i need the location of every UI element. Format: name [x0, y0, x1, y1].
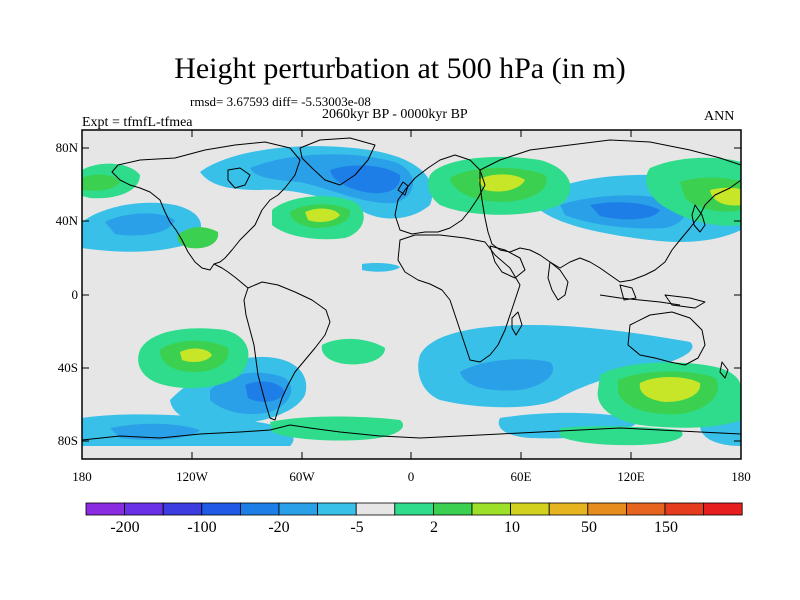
colorbar-swatch [664, 502, 704, 516]
colorbar-swatch [510, 502, 550, 516]
colorbar-swatch [317, 502, 357, 516]
neg-contour-n-asia-core [590, 202, 660, 220]
colorbar-label: -5 [350, 519, 364, 536]
lon-label-120e: 120E [617, 469, 645, 484]
coastline-new-zealand [719, 361, 729, 379]
colorbar-swatch [394, 502, 434, 516]
lat-label-40s: 40S [57, 360, 78, 375]
pos-contour-ne-pacific-core [710, 187, 741, 206]
colorbar-label: 2 [430, 519, 438, 536]
pos-contour-nw-pacific-core [82, 174, 120, 191]
coastline-south-america [243, 281, 331, 421]
coastline-australia [627, 311, 706, 366]
colorbar-swatch [587, 502, 627, 516]
neg-contour-n-atlantic-core [330, 165, 401, 194]
colorbar-swatch [201, 502, 241, 516]
colorbar-label: -200 [110, 519, 140, 536]
coastline-borneo [619, 284, 637, 301]
pos-contour-southern-ocean [560, 426, 683, 446]
lat-label-80s: 80S [57, 433, 78, 448]
lon-label-180w: 180 [72, 469, 92, 484]
pos-contour-eurasia-core [478, 174, 525, 192]
lon-label-0: 0 [407, 469, 415, 484]
rmsd-stats: rmsd= 3.67593 diff= -5.53003e-08 [190, 94, 371, 109]
coastline-north-america [111, 141, 301, 271]
axis-ticks [81, 130, 742, 459]
coastline-madagascar [511, 311, 523, 336]
season-label: ANN [704, 109, 735, 124]
pos-contour-w-atlantic-core [305, 208, 340, 223]
coastline-new-guinea [664, 294, 706, 309]
colorbar-swatch [703, 502, 743, 516]
lat-label-0: 0 [71, 287, 79, 302]
time-period: 2060kyr BP - 0000kyr BP [322, 107, 468, 122]
colorbar-swatch [471, 502, 511, 516]
neg-contour-s-atlantic-core [245, 381, 285, 402]
lat-label-40n: 40N [55, 213, 78, 228]
pos-contour-n-america [177, 227, 219, 249]
experiment-label: Expt = tfmfL-tfmea [82, 115, 193, 130]
colorbar [85, 502, 743, 516]
lon-label-180e: 180 [731, 469, 751, 484]
coastline-central-america [213, 263, 249, 289]
colorbar-swatch [278, 502, 318, 516]
colorbar-swatch [548, 502, 589, 516]
coastline-japan [691, 204, 706, 233]
colorbar-swatch [85, 502, 125, 516]
coastline-africa [397, 234, 521, 363]
lon-label-60w: 60W [289, 469, 315, 484]
colorbar-label: 50 [581, 519, 597, 536]
lat-label-80n: 80N [55, 140, 78, 155]
colorbar-label: -20 [268, 519, 290, 536]
neg-contour-tropical-atlantic [362, 263, 400, 272]
coastline-arabia [489, 245, 526, 279]
colorbar-swatch [626, 502, 666, 516]
coastline-asia [479, 139, 741, 283]
pos-contour-s-atlantic [321, 338, 385, 365]
lon-label-60e: 60E [510, 469, 532, 484]
colorbar-swatch [355, 502, 396, 516]
neg-contour-indian-ocean-core [460, 359, 554, 391]
pos-contour-s-indian-core [639, 377, 701, 402]
map-title: Height perturbation at 500 hPa (in m) [174, 52, 626, 85]
contour-field [82, 146, 741, 446]
colorbar-swatch [239, 502, 280, 516]
coastline-indonesia [599, 294, 681, 306]
coastline-greenland [299, 137, 376, 186]
colorbar-label: 10 [504, 519, 520, 536]
pos-contour-s-pacific-core [180, 348, 212, 363]
colorbar-swatch [162, 502, 203, 516]
colorbar-swatch [432, 502, 473, 516]
colorbar-label: 150 [654, 519, 678, 536]
coastline-hudson-bay [227, 167, 251, 189]
colorbar-label: -100 [187, 519, 217, 536]
coastlines [82, 137, 741, 441]
coastline-uk [397, 181, 409, 196]
coastline-antarctica [82, 424, 741, 441]
colorbar-swatch [124, 502, 164, 516]
coastline-india [547, 261, 569, 301]
lon-label-120w: 120W [176, 469, 208, 484]
neg-contour-n-pacific-core [105, 213, 175, 236]
